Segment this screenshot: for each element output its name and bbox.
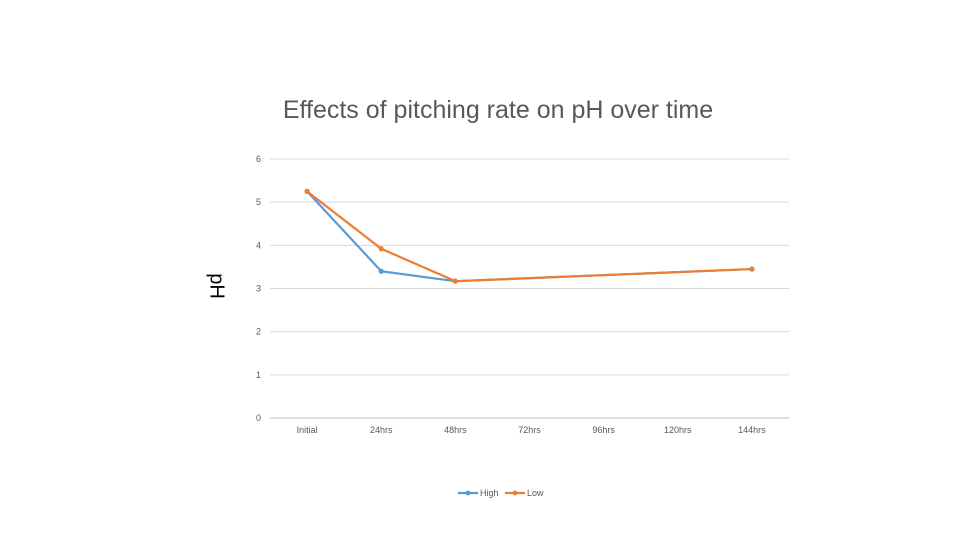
y-tick-label: 4 — [256, 240, 261, 250]
x-tick-label: 72hrs — [518, 425, 541, 435]
data-point-low — [749, 266, 755, 272]
legend: High Low — [458, 488, 544, 498]
x-tick-label: 144hrs — [738, 425, 766, 435]
x-tick-label: 120hrs — [664, 425, 692, 435]
chart-title: Effects of pitching rate on pH over time — [282, 96, 714, 124]
y-tick-labels: 0 1 2 3 4 5 6 — [256, 154, 261, 423]
y-tick-label: 0 — [256, 413, 261, 423]
gridlines — [270, 158, 789, 419]
series-line-low — [306, 190, 752, 283]
series-line-high — [306, 190, 752, 283]
y-tick-label: 5 — [256, 197, 261, 207]
x-tick-label: Initial — [297, 425, 318, 435]
legend-label: Low — [527, 488, 544, 498]
x-tick-label: 48hrs — [444, 425, 467, 435]
series-group — [304, 188, 755, 284]
data-point-low — [378, 246, 384, 252]
y-tick-label: 6 — [256, 154, 261, 164]
x-tick-labels: Initial 24hrs 48hrs 72hrs 96hrs 120hrs 144hrs — [297, 425, 767, 435]
data-point-low — [304, 188, 310, 194]
y-tick-label: 3 — [256, 284, 261, 294]
data-point-low — [452, 278, 458, 284]
data-point-high — [378, 268, 384, 274]
legend-marker — [512, 490, 518, 496]
y-tick-label: 1 — [256, 370, 261, 380]
legend-marker — [465, 490, 471, 496]
y-tick-label: 2 — [256, 327, 261, 337]
x-tick-label: 96hrs — [592, 425, 615, 435]
legend-label: High — [480, 488, 499, 498]
x-tick-label: 24hrs — [370, 425, 393, 435]
